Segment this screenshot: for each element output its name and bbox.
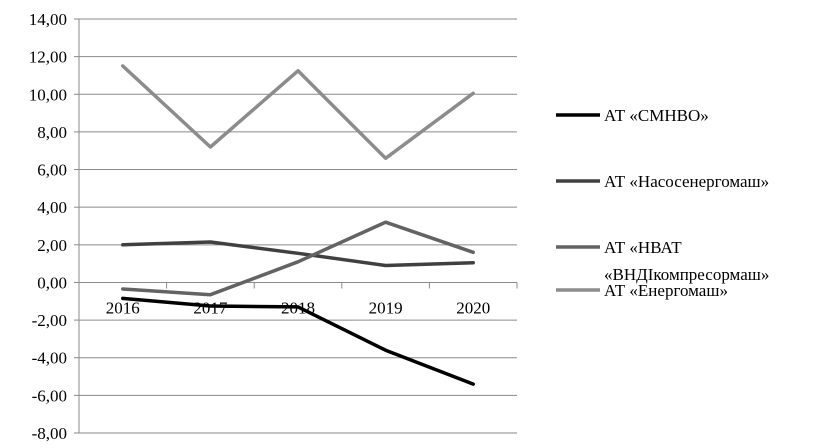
y-tick-label: 4,00 [37, 198, 67, 217]
legend: АТ «СМНВО» АТ «Насосенергомаш» АТ «НВАТ «ВН… [556, 106, 769, 300]
y-tick-label: -6,00 [32, 386, 67, 405]
x-tick-label: 2016 [106, 298, 140, 317]
x-tick-label: 2019 [369, 298, 403, 317]
legend-label: АТ «СМНВО» [604, 106, 709, 125]
x-tick-label: 2020 [456, 298, 490, 317]
series-line [121, 240, 475, 268]
x-tick-label: 2017 [193, 298, 228, 317]
series-line [121, 296, 475, 386]
y-tick-label: 6,00 [37, 161, 67, 180]
y-axis-tick-labels: 14,00 12,00 10,00 8,00 6,00 4,00 2,00 0,00 -2,00… [29, 10, 67, 443]
y-tick-label: 0,00 [37, 273, 67, 292]
series-line [121, 220, 475, 297]
y-tick-label: -8,00 [32, 424, 67, 443]
y-tick-label: 12,00 [29, 48, 67, 67]
y-tick-label: 10,00 [29, 85, 67, 104]
legend-label: АТ «Енергомаш» [604, 281, 728, 300]
legend-label: «ВНДІкомпресормаш» [604, 265, 769, 284]
y-tick-label: 8,00 [37, 123, 67, 142]
series-lines [121, 64, 475, 386]
gridlines [79, 18, 517, 434]
legend-label: АТ «НВАТ [604, 238, 682, 257]
y-tick-label: -2,00 [32, 311, 67, 330]
axes [74, 18, 518, 434]
y-tick-label: 14,00 [29, 10, 67, 29]
y-tick-label: -4,00 [32, 349, 67, 368]
y-tick-label: 2,00 [37, 236, 67, 255]
x-axis-tick-labels: 2016 2017 2018 2019 2020 [106, 298, 490, 317]
legend-label: АТ «Насосенергомаш» [604, 172, 769, 191]
series-line [121, 64, 475, 161]
